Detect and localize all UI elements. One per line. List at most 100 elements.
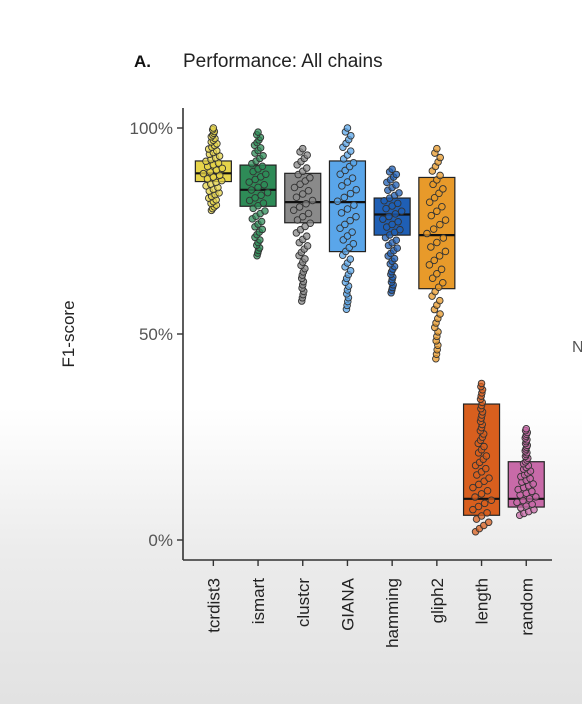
data-point (295, 203, 304, 211)
y-axis-label: F1-score (59, 300, 78, 367)
clipped-panel-glyph: N (572, 339, 582, 356)
data-point (348, 228, 356, 236)
y-tick-label: 50% (139, 325, 173, 344)
data-point (251, 194, 259, 202)
data-point (397, 207, 406, 216)
data-point (338, 182, 346, 190)
data-point (336, 224, 344, 233)
data-point (429, 225, 438, 233)
x-tick-label: length (473, 578, 492, 624)
data-point (303, 151, 311, 159)
x-tick-label: tcrdist3 (204, 578, 223, 633)
data-point (430, 256, 438, 265)
data-point (350, 201, 358, 209)
data-point (306, 219, 315, 227)
data-point (349, 239, 358, 248)
x-tick-label: gliph2 (428, 578, 447, 623)
data-point (482, 464, 490, 473)
data-point (254, 183, 262, 192)
data-point (343, 232, 352, 240)
data-point (393, 244, 402, 252)
data-point (257, 217, 266, 226)
data-point (433, 144, 441, 153)
x-tick-label: hamming (383, 578, 402, 648)
data-point (299, 144, 307, 153)
data-point (433, 270, 441, 278)
data-point (474, 502, 483, 511)
data-point (483, 509, 491, 517)
x-tick-label: GIANA (338, 577, 357, 631)
data-point (425, 198, 434, 206)
data-point (441, 216, 450, 224)
data-point (292, 193, 301, 202)
data-points (199, 124, 540, 536)
data-point (302, 164, 311, 172)
data-point (346, 189, 355, 198)
data-point (341, 220, 349, 229)
data-point (485, 474, 493, 482)
data-point (293, 216, 302, 224)
data-point (436, 296, 444, 305)
data-point (427, 211, 436, 220)
data-point (428, 274, 437, 282)
data-point (209, 124, 218, 132)
data-point (299, 190, 307, 198)
data-point (522, 425, 531, 433)
data-point (477, 490, 486, 498)
data-point (394, 218, 402, 226)
data-point (425, 261, 434, 269)
data-point (299, 212, 307, 221)
data-point (262, 170, 270, 178)
data-point (289, 206, 298, 214)
x-tick-label: random (517, 578, 536, 636)
data-point (260, 180, 268, 189)
data-point (352, 185, 360, 194)
data-point (392, 236, 401, 244)
data-point (471, 493, 479, 501)
data-point (430, 194, 439, 202)
data-point (306, 174, 314, 182)
y-tick-label: 100% (130, 119, 173, 138)
data-point (480, 499, 489, 508)
data-point (348, 174, 357, 182)
data-point (256, 144, 265, 152)
data-point (439, 278, 447, 287)
data-point (340, 193, 349, 202)
data-point (437, 265, 446, 274)
data-point (513, 498, 521, 507)
data-point (436, 171, 444, 180)
data-point (388, 165, 396, 173)
data-point (346, 147, 355, 155)
data-point (352, 212, 360, 221)
data-point (475, 480, 483, 489)
data-point (343, 178, 352, 186)
x-tick-label: ismart (249, 578, 268, 625)
data-point (257, 191, 265, 199)
data-point (254, 128, 262, 136)
data-point (438, 202, 446, 211)
data-point (433, 238, 441, 247)
axes: 0% 50% 100% (130, 108, 552, 566)
data-point (483, 486, 492, 495)
data-point (346, 216, 354, 225)
data-point (333, 197, 342, 206)
data-point (439, 185, 447, 193)
data-point (263, 188, 272, 197)
data-point (343, 205, 352, 213)
data-point (484, 518, 493, 527)
data-point (391, 210, 400, 218)
data-point (199, 169, 208, 178)
data-point (346, 255, 355, 263)
data-point (529, 480, 537, 488)
data-point (385, 212, 393, 221)
x-tick-labels: tcrdist3 ismart clustcr GIANA hamming gliph2 l… (204, 577, 536, 648)
data-point (247, 186, 256, 194)
data-point (423, 229, 431, 238)
data-point (303, 242, 312, 250)
data-point (528, 487, 536, 496)
data-point (245, 178, 253, 186)
data-point (302, 199, 310, 208)
data-point (427, 243, 435, 251)
y-axis-label-group: F1-score (59, 300, 78, 367)
